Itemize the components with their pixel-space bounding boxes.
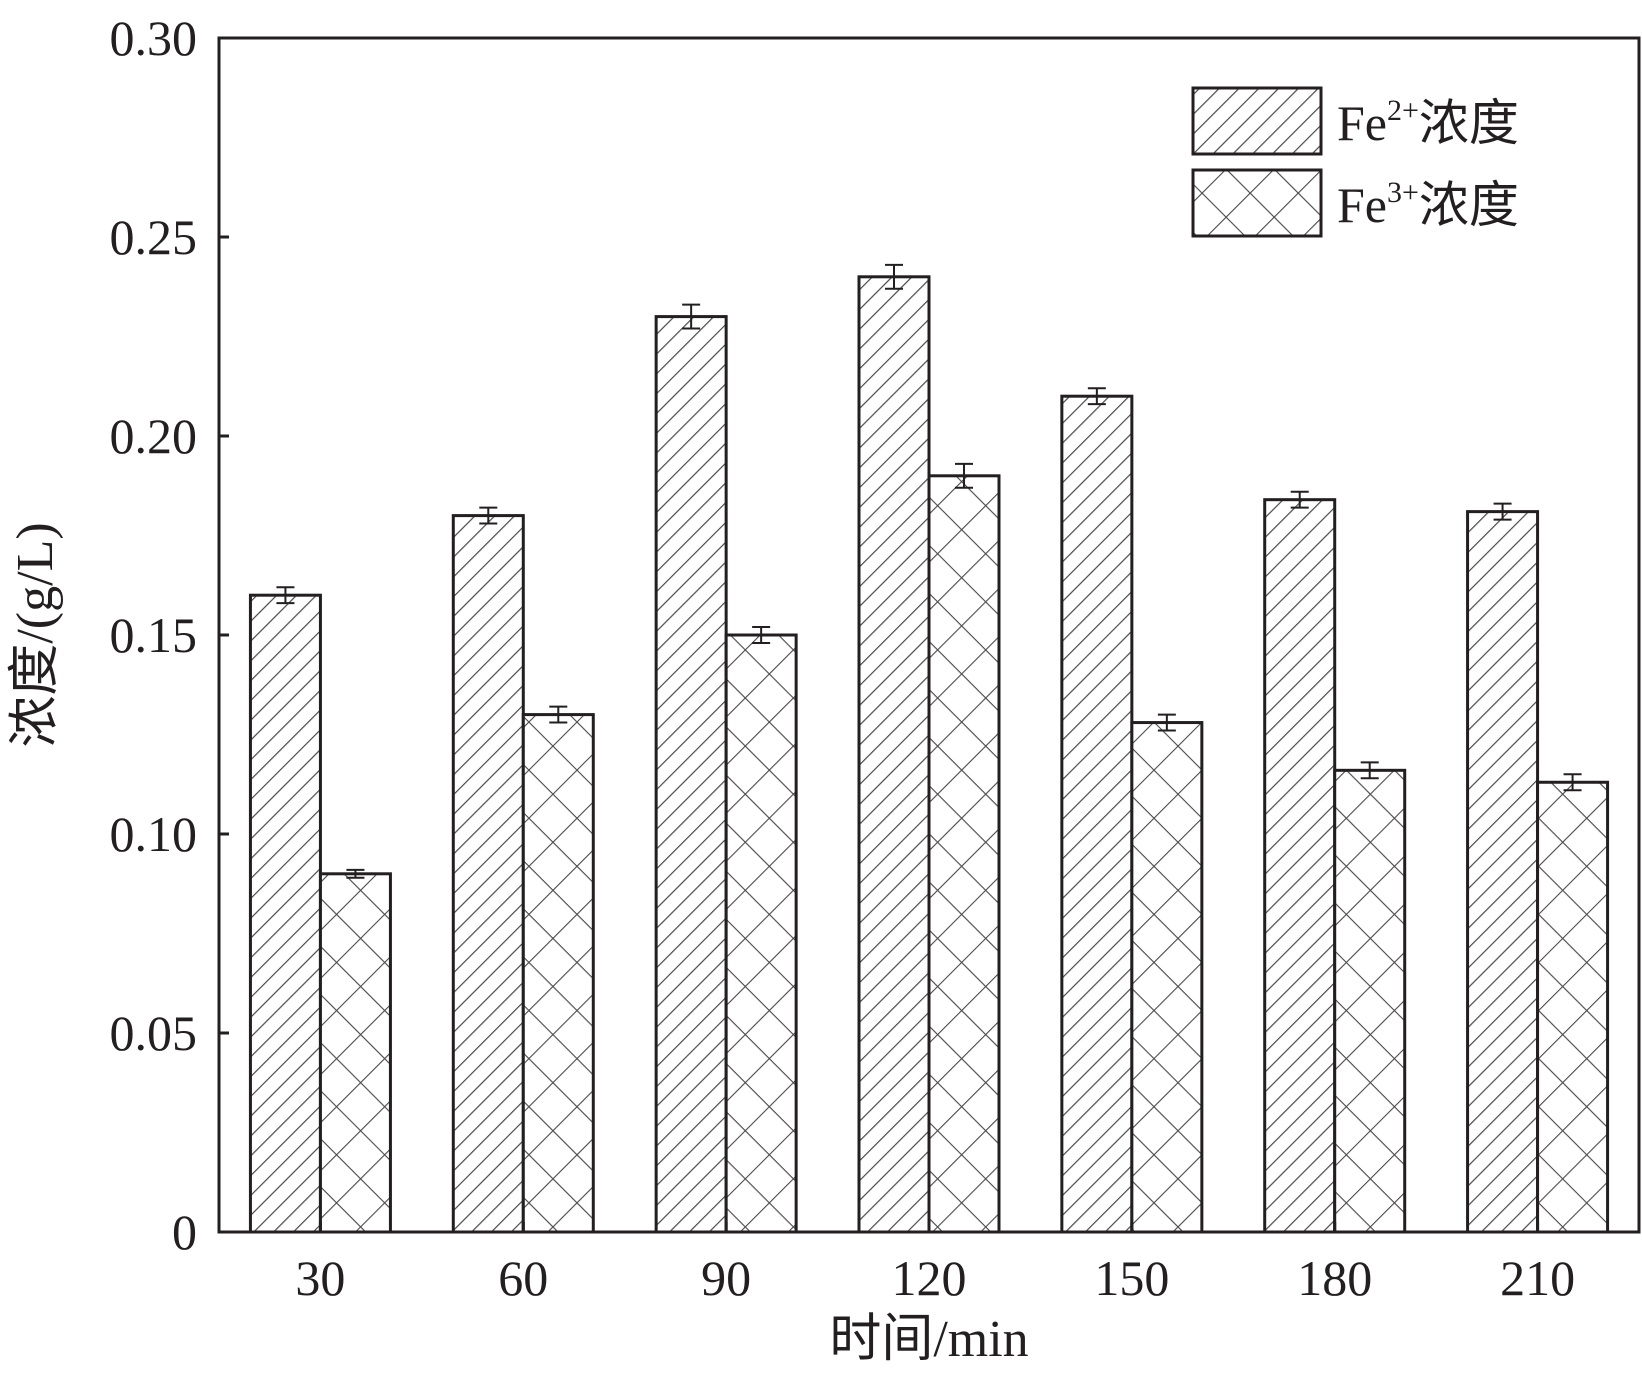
bar-fe3-90: [724, 633, 798, 1234]
bar-fe3-210: [1536, 780, 1610, 1234]
legend: Fe2+浓度 Fe3+浓度: [1191, 86, 1519, 238]
error-bar-fe2-120: [885, 263, 903, 290]
x-axis: 30 60 90 120 150 180 210: [295, 1222, 1575, 1306]
error-bar-fe3-30: [346, 868, 365, 879]
y-axis-title: 浓度/(g/L): [7, 522, 64, 747]
error-bar-fe3-150: [1157, 713, 1176, 732]
x-tick-label: 150: [1094, 1250, 1169, 1306]
y-tick-label: 0.20: [110, 408, 198, 464]
legend-item-fe2: Fe2+浓度: [1191, 86, 1519, 156]
x-tick-label: 90: [701, 1250, 751, 1306]
bar-fe3-30: [318, 872, 392, 1234]
y-tick-label: 0: [172, 1204, 197, 1260]
y-tick-label: 0.15: [110, 607, 198, 663]
y-tick-label: 0.05: [110, 1005, 198, 1061]
legend-swatch: [1191, 86, 1323, 156]
bar-fe2-120: [857, 275, 931, 1234]
error-bar-fe2-90: [682, 303, 701, 330]
error-bar-fe3-120: [955, 462, 973, 489]
x-tick-label: 60: [498, 1250, 548, 1306]
error-bars-layer: [276, 263, 1582, 879]
error-bar-fe3-90: [752, 626, 771, 644]
error-bar-fe2-150: [1087, 387, 1106, 406]
error-bar-fe3-180: [1360, 761, 1379, 780]
x-axis-title: 时间/min: [829, 1311, 1028, 1368]
bar-fe2-90: [654, 315, 728, 1234]
y-tick-label: 0.30: [110, 10, 198, 66]
bar-fe3-150: [1130, 721, 1204, 1234]
bar-fe3-60: [521, 713, 595, 1234]
error-bar-fe2-210: [1493, 502, 1512, 521]
bar-fe2-180: [1263, 498, 1337, 1234]
bar-fe2-60: [451, 514, 525, 1234]
error-bar-fe2-180: [1290, 490, 1309, 509]
legend-label: Fe2+浓度: [1337, 94, 1519, 151]
legend-item-fe3: Fe3+浓度: [1191, 168, 1519, 238]
y-tick-label: 0.25: [110, 209, 198, 265]
x-tick-label: 180: [1297, 1250, 1372, 1306]
bar-fe2-210: [1466, 510, 1540, 1234]
error-bar-fe3-60: [549, 705, 568, 724]
error-bar-fe2-30: [276, 586, 295, 605]
error-bar-fe3-210: [1563, 773, 1582, 792]
bar-fe2-30: [248, 593, 322, 1234]
legend-label: Fe3+浓度: [1337, 176, 1519, 233]
error-bar-fe2-60: [479, 506, 498, 525]
bars-layer: [248, 275, 1610, 1234]
x-tick-label: 210: [1500, 1250, 1575, 1306]
y-tick-label: 0.10: [110, 806, 198, 862]
bar-fe3-120: [927, 474, 1001, 1234]
x-tick-label: 30: [295, 1250, 345, 1306]
x-tick-label: 120: [892, 1250, 967, 1306]
legend-swatch: [1191, 168, 1323, 238]
bar-fe2-150: [1060, 394, 1134, 1234]
y-axis: 0 0.05 0.10 0.15 0.20 0.25 0.30: [110, 10, 229, 1260]
bar-fe3-180: [1333, 768, 1407, 1234]
